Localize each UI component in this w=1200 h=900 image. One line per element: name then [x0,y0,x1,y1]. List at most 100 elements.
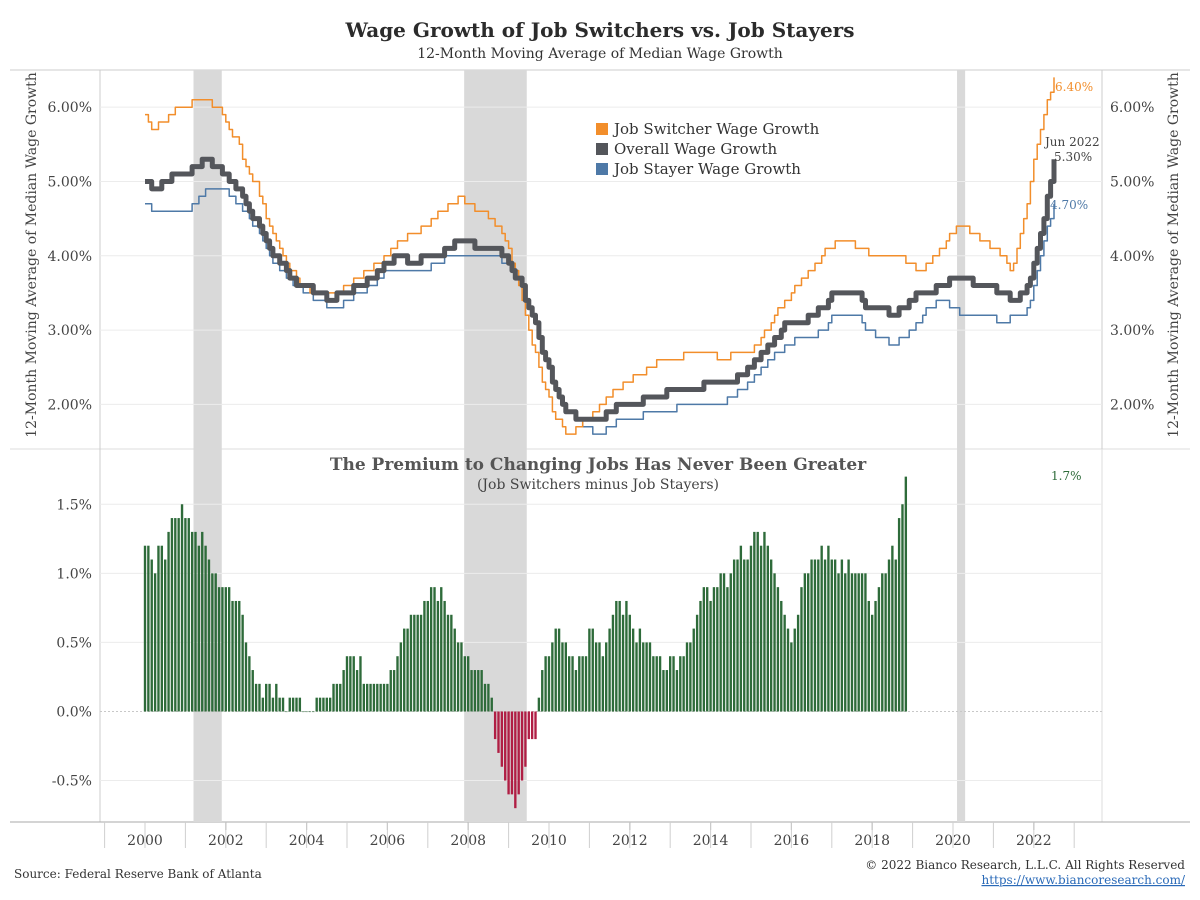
premium-bar [840,559,844,712]
premium-bar [254,683,258,712]
premium-bar [537,697,541,712]
premium-bar [642,642,645,712]
premium-bar [174,518,177,712]
website-link[interactable]: https://www.biancoresearch.com/ [981,873,1185,887]
top-y-tick-right: 3.00% [1110,323,1154,339]
premium-bar [793,628,796,712]
top-y-tick-right: 2.00% [1110,397,1154,413]
premium-bar [584,656,588,712]
bottom-chart-title: The Premium to Changing Jobs Has Never B… [330,455,867,475]
y-axis-label-left: 12-Month Moving Average of Median Wage G… [24,72,40,438]
premium-bar [187,518,190,712]
premium-bar [248,656,251,712]
premium-bar [581,656,584,712]
premium-bar [419,614,423,712]
premium-bar [564,642,567,712]
recession-band-2 [957,70,966,822]
premium-bar [574,670,578,712]
premium-bar [712,587,716,712]
premium-bars [143,476,908,809]
premium-bar [867,600,870,712]
premium-bar [844,573,847,712]
premium-bar [281,697,285,712]
premium-bar [645,642,648,712]
premium-bar [285,711,288,713]
series-line-job-stayer-wage-growth [145,188,1055,435]
premium-bar [339,683,342,712]
top-y-tick-right: 6.00% [1110,100,1154,116]
premium-bar [897,518,901,712]
premium-bar [376,683,379,712]
premium-bar [709,600,712,712]
premium-bar [716,587,719,712]
premium-bar [817,559,820,712]
top-y-tick-left: 6.00% [48,100,92,116]
premium-bar [786,628,790,712]
premium-bar [756,531,759,712]
premium-bar [631,628,635,712]
premium-bar [342,670,345,712]
premium-bar [500,711,504,767]
premium-bar [322,697,325,712]
premium-bar [190,531,194,712]
premium-bar [605,642,608,712]
premium-bar [217,587,221,712]
premium-bar [456,642,460,712]
premium-bar [864,573,867,712]
premium-bar [648,642,652,712]
premium-bar [732,559,736,712]
premium-bar [763,531,766,712]
premium-bar [335,683,339,712]
premium-bar [790,642,793,712]
premium-bar [702,587,706,712]
premium-bar [150,559,153,712]
premium-bar [227,587,231,712]
premium-bar [271,697,275,712]
premium-bar [699,600,702,712]
premium-bar [823,559,827,712]
premium-bar [362,683,366,712]
premium-bar [665,670,668,712]
premium-bar [372,683,376,712]
bottom-y-tick: 0.0% [56,704,92,720]
premium-bar [507,711,510,795]
premium-bar [332,683,335,712]
premium-bar [901,504,904,712]
premium-bar [355,670,359,712]
premium-bar [268,683,271,712]
chart-subtitle: 12-Month Moving Average of Median Wage G… [417,46,783,62]
top-y-tick-left: 3.00% [48,323,92,339]
annotation-date: Jun 2022 [1043,135,1100,149]
premium-bar [753,531,756,712]
premium-bar [291,697,295,712]
premium-bar [588,628,591,712]
premium-bar [170,518,174,712]
premium-bar [433,587,436,712]
premium-bar [857,573,860,712]
premium-bar [669,656,672,712]
premium-bar [440,587,443,712]
premium-bar [477,670,480,712]
premium-bar [881,573,884,712]
premium-bar [557,628,561,712]
premium-bar [406,628,409,712]
premium-bar [847,559,850,712]
premium-bar [352,656,355,712]
premium-bar [759,545,763,712]
premium-bar [884,573,887,712]
premium-bar [470,670,473,712]
premium-bar [160,545,164,712]
premium-bar [749,545,753,712]
premium-bar [621,614,625,712]
premium-bar [483,683,487,712]
annotation-stayer-value: 4.70% [1050,198,1088,212]
premium-bar [571,656,574,712]
premium-bar [520,711,524,781]
premium-bar [739,545,743,712]
premium-bar [197,545,201,712]
premium-bar [211,573,214,712]
premium-bar [224,587,227,712]
premium-bar [429,587,433,712]
premium-bar [820,545,823,712]
legend: Job Switcher Wage Growth Overall Wage Gr… [596,120,820,178]
